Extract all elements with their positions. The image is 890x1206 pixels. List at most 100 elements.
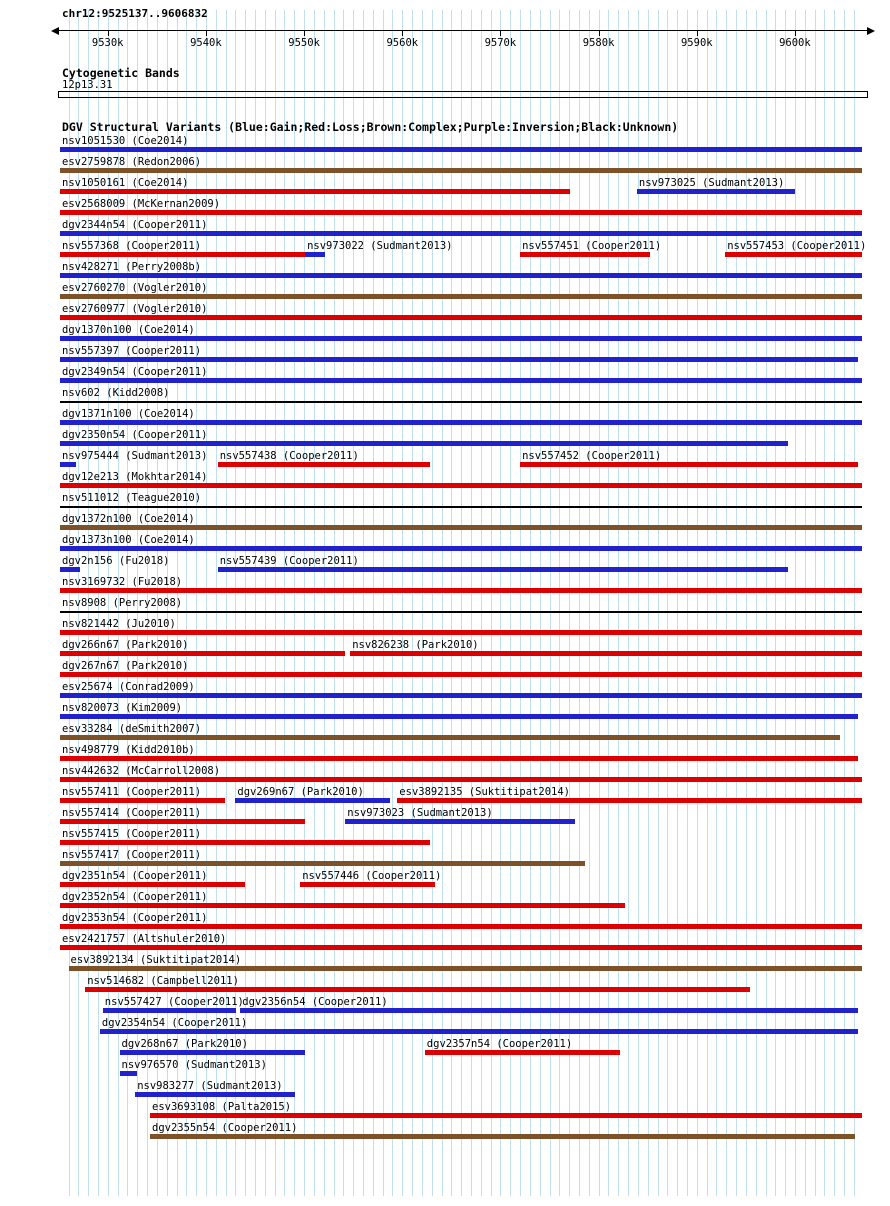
variant-bar[interactable] [60,231,862,236]
variant-bar[interactable] [305,252,325,257]
region-label: chr12:9525137..9606832 [62,7,208,20]
grid-line [343,10,345,1196]
variant-bar[interactable] [60,611,862,613]
grid-line [480,10,482,1196]
grid-line [255,10,256,1196]
grid-line [294,10,296,1196]
cytoband-bar[interactable] [58,91,868,98]
variant-bar[interactable] [60,924,862,929]
variant-bar[interactable] [60,357,858,362]
variant-bar[interactable] [520,252,650,257]
variant-bar[interactable] [60,588,862,593]
variant-label: nsv442632 (McCarroll2008) [62,765,221,777]
variant-label: dgv269n67 (Park2010) [237,786,364,798]
track-row: nsv820073 (Kim2009) [0,702,890,723]
variant-bar[interactable] [60,252,306,257]
variant-bar[interactable] [119,1071,138,1076]
variant-bar[interactable] [60,401,862,403]
grid-line [549,10,551,1196]
variant-bar[interactable] [60,777,862,782]
axis-tick [500,31,502,36]
variant-bar[interactable] [60,567,81,572]
variant-bar[interactable] [217,567,789,572]
variant-bar[interactable] [60,693,862,698]
variant-bar[interactable] [240,1008,858,1013]
variant-bar[interactable] [60,462,77,467]
track-row: nsv8908 (Perry2008) [0,597,890,618]
variant-label: dgv268n67 (Park2010) [121,1038,248,1050]
variant-bar[interactable] [60,315,862,320]
variant-label: nsv976570 (Sudmant2013) [121,1059,267,1071]
variant-bar[interactable] [60,861,585,866]
variant-bar[interactable] [60,147,862,152]
variant-bar[interactable] [60,420,862,425]
variant-label: nsv557368 (Cooper2011) [62,240,202,252]
variant-bar[interactable] [217,462,430,467]
grid-line [814,10,816,1196]
track-row: dgv1372n100 (Coe2014) [0,513,890,534]
variant-label: nsv511012 (Teague2010) [62,492,202,504]
variant-bar[interactable] [150,1134,855,1139]
grid-line [588,10,590,1196]
variant-bar[interactable] [60,483,862,488]
variant-bar[interactable] [60,756,858,761]
track-row: esv2759878 (Redon2006) [0,156,890,177]
variant-bar[interactable] [85,987,750,992]
variant-bar[interactable] [235,798,391,803]
grid-line [824,10,826,1196]
variant-bar[interactable] [119,1050,305,1055]
variant-bar[interactable] [60,672,862,677]
variant-bar[interactable] [520,462,858,467]
track-row: nsv1050161 (Coe2014) nsv973025 (Sudmant20… [0,177,890,198]
grid-line [569,10,571,1196]
track-row: esv2760977 (Vogler2010) [0,303,890,324]
variant-bar[interactable] [60,840,430,845]
variant-bar[interactable] [60,378,862,383]
variant-bar[interactable] [60,945,862,950]
variant-bar[interactable] [424,1050,621,1055]
variant-label: nsv557451 (Cooper2011) [522,240,662,252]
variant-bar[interactable] [60,630,862,635]
grid-line [736,10,737,1196]
grid-line [461,10,463,1196]
track-row: dgv12e213 (Mokhtar2014) [0,471,890,492]
grid-line [323,10,325,1196]
variant-bar[interactable] [60,546,862,551]
variant-bar[interactable] [135,1092,296,1097]
variant-bar[interactable] [60,651,346,656]
variant-bar[interactable] [60,819,306,824]
variant-bar[interactable] [60,714,858,719]
variant-bar[interactable] [60,882,246,887]
variant-label: dgv266n67 (Park2010) [62,639,189,651]
variant-bar[interactable] [60,210,862,215]
variant-bar[interactable] [60,903,626,908]
variant-bar[interactable] [60,798,225,803]
grid-line [726,10,728,1196]
grid-line [844,10,845,1196]
variant-bar[interactable] [60,735,841,740]
variant-bar[interactable] [300,882,435,887]
variant-label: esv25674 (Conrad2009) [62,681,195,693]
variant-bar[interactable] [60,273,862,278]
variant-bar[interactable] [102,1008,237,1013]
variant-bar[interactable] [60,525,862,530]
axis-tick [107,31,109,36]
variant-bar[interactable] [150,1113,862,1118]
grid-line [657,10,659,1196]
variant-bar[interactable] [60,441,789,446]
variant-bar[interactable] [99,1029,858,1034]
variant-bar[interactable] [60,506,862,508]
variant-bar[interactable] [350,651,862,656]
variant-bar[interactable] [60,168,862,173]
variant-bar[interactable] [60,189,571,194]
variant-bar[interactable] [60,336,862,341]
variant-bar[interactable] [60,294,862,299]
variant-bar[interactable] [68,966,862,971]
grid-line [402,10,404,1196]
variant-bar[interactable] [725,252,862,257]
variant-bar[interactable] [345,819,575,824]
grid-line [137,10,139,1196]
track-row: esv3892134 (Suktitipat2014) [0,954,890,975]
variant-bar[interactable] [636,189,795,194]
variant-bar[interactable] [397,798,862,803]
